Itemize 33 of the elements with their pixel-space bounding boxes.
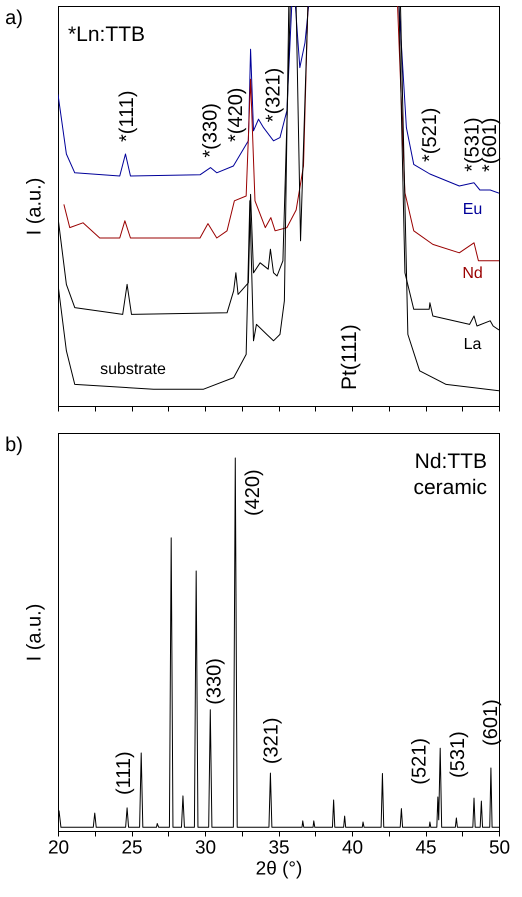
x-tick-label: 25 [121,838,143,858]
chart-title: a) [5,7,23,29]
annotation: *(420) [224,88,247,142]
series-label: La [464,336,482,353]
annotation: *Ln:TTB [68,23,146,46]
x-tick-label: 20 [48,838,70,858]
series-label: Eu [462,200,482,218]
annotation: Pt(111) [338,324,361,390]
annotation: *(521) [418,108,441,162]
y-axis-title: I (a.u.) [24,604,46,662]
x-tick-label: 35 [268,838,290,858]
annotation: *(330) [200,103,222,158]
series-label: substrate [100,361,166,378]
annotation: *(321) [262,68,285,122]
annotation: (420) [242,469,264,516]
series-label: Nd [462,264,483,282]
x-axis-title: 2θ (°) [256,858,302,880]
annotation: ceramic [413,476,487,499]
annotation: Nd:TTB [414,450,487,473]
annotation: (531) [446,731,469,778]
annotation: (111) [113,751,136,796]
annotation: (601) [480,699,502,746]
x-tick-label: 45 [415,838,437,858]
annotation: *(531) [462,117,484,172]
chart-title: b) [5,434,23,456]
x-tick-label: 40 [342,838,364,858]
y-axis-title: I (a.u.) [24,178,46,236]
x-tick-label: 50 [488,838,510,858]
x-tick-label: 30 [194,838,216,858]
annotation: (330) [204,658,226,705]
annotation: *(111) [116,90,138,142]
annotation: (521) [408,738,431,785]
annotation: (321) [260,717,282,764]
